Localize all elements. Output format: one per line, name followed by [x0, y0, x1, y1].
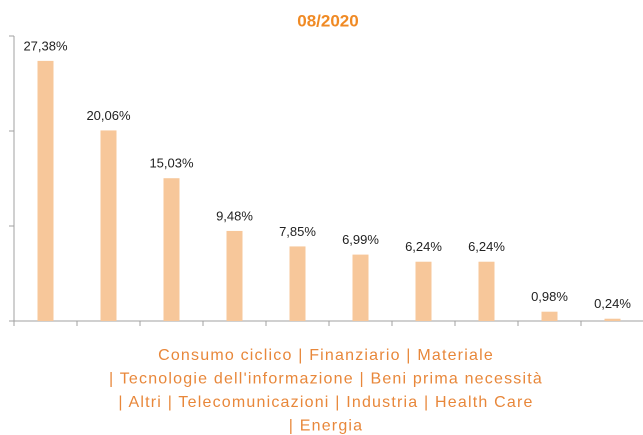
value-label: 15,03%: [149, 156, 194, 171]
value-label: 0,98%: [531, 289, 568, 304]
caption-line: | Altri | Telecomunicazioni | Industria …: [118, 394, 533, 411]
bar: [226, 230, 243, 321]
bar: [163, 178, 180, 321]
value-label: 6,99%: [342, 232, 379, 247]
value-label: 27,38%: [23, 38, 68, 53]
bar: [352, 254, 369, 321]
bar: [100, 130, 117, 321]
caption-line: | Energia: [289, 418, 364, 435]
caption-line: Consumo ciclico | Finanziario | Material…: [158, 347, 494, 364]
chart-title: 08/2020: [297, 11, 358, 30]
bar: [604, 318, 621, 321]
value-label: 0,24%: [594, 296, 631, 311]
bar: [37, 60, 54, 321]
value-label: 6,24%: [405, 239, 442, 254]
value-label: 9,48%: [216, 208, 253, 223]
bar: [415, 261, 432, 321]
bar: [541, 311, 558, 321]
bar: [289, 246, 306, 321]
bar: [478, 261, 495, 321]
value-label: 7,85%: [279, 224, 316, 239]
value-label: 6,24%: [468, 239, 505, 254]
value-label: 20,06%: [86, 108, 131, 123]
caption-line: | Tecnologie dell'informazione | Beni pr…: [109, 371, 543, 388]
